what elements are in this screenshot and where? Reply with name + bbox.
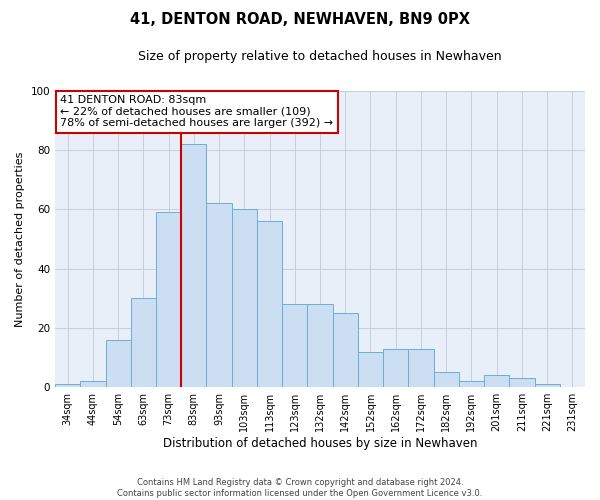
Bar bbox=[156, 212, 181, 387]
Bar bbox=[106, 340, 131, 387]
X-axis label: Distribution of detached houses by size in Newhaven: Distribution of detached houses by size … bbox=[163, 437, 477, 450]
Bar bbox=[307, 304, 332, 387]
Bar bbox=[509, 378, 535, 387]
Bar bbox=[484, 376, 509, 387]
Text: 41, DENTON ROAD, NEWHAVEN, BN9 0PX: 41, DENTON ROAD, NEWHAVEN, BN9 0PX bbox=[130, 12, 470, 28]
Bar bbox=[409, 348, 434, 387]
Y-axis label: Number of detached properties: Number of detached properties bbox=[15, 151, 25, 326]
Title: Size of property relative to detached houses in Newhaven: Size of property relative to detached ho… bbox=[138, 50, 502, 63]
Text: Contains HM Land Registry data © Crown copyright and database right 2024.
Contai: Contains HM Land Registry data © Crown c… bbox=[118, 478, 482, 498]
Bar bbox=[535, 384, 560, 387]
Bar bbox=[257, 221, 282, 387]
Bar bbox=[383, 348, 409, 387]
Bar bbox=[80, 382, 106, 387]
Bar bbox=[232, 209, 257, 387]
Bar bbox=[332, 313, 358, 387]
Text: 41 DENTON ROAD: 83sqm
← 22% of detached houses are smaller (109)
78% of semi-det: 41 DENTON ROAD: 83sqm ← 22% of detached … bbox=[61, 95, 334, 128]
Bar bbox=[181, 144, 206, 387]
Bar bbox=[55, 384, 80, 387]
Bar bbox=[131, 298, 156, 387]
Bar bbox=[282, 304, 307, 387]
Bar bbox=[434, 372, 459, 387]
Bar bbox=[358, 352, 383, 387]
Bar bbox=[459, 382, 484, 387]
Bar bbox=[206, 204, 232, 387]
